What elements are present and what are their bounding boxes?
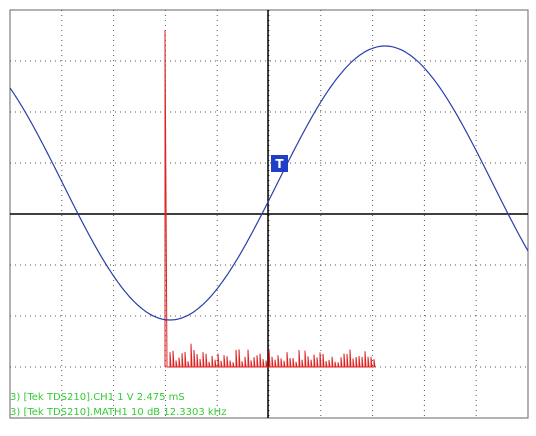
status-line: 3) [Tek TDS210].MATH1 10 dB 12.3303 kHz <box>10 407 226 418</box>
status-line: 3) [Tek TDS210].CH1 1 V 2.475 mS <box>10 392 185 403</box>
fft-trace <box>164 29 376 368</box>
trigger-box <box>271 155 288 172</box>
trigger-marker: T <box>275 157 284 171</box>
ch1-trace <box>9 45 529 321</box>
